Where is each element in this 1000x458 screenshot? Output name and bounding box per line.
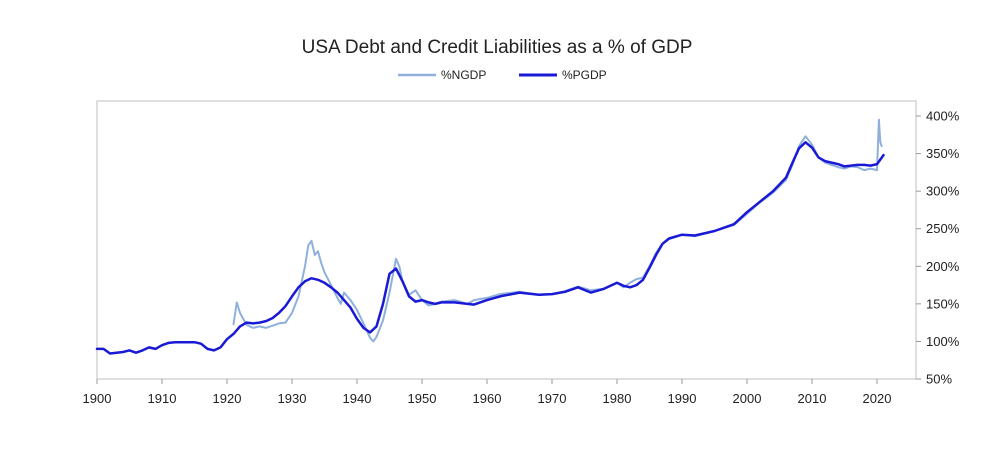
legend-item-pgdp: %PGDP [519,68,607,82]
x-tick-label: 1900 [83,391,112,406]
y-tick-label: 350% [926,146,960,161]
x-tick-label: 1940 [343,391,372,406]
y-tick-label: 100% [926,334,960,349]
x-tick-label: 1970 [538,391,567,406]
y-tick-label: 250% [926,221,960,236]
x-tick-label: 1920 [213,391,242,406]
x-tick-label: 1930 [278,391,307,406]
x-tick-label: 1950 [408,391,437,406]
plot-area [96,100,917,380]
legend-label-pgdp: %PGDP [562,68,607,82]
y-tick-label: 50% [926,372,952,387]
y-tick-label: 200% [926,259,960,274]
series-layer [95,118,885,355]
legend: %NGDP %PGDP [398,68,607,82]
x-tick-label: 1960 [473,391,502,406]
y-tick-label: 150% [926,296,960,311]
chart-title: USA Debt and Credit Liabilities as a % o… [302,37,693,58]
x-tick-label: 2010 [798,391,827,406]
y-axis: 50% 100% 150% 200% 250% 300% 350% 400% [916,109,960,387]
series-line-pgdp [95,141,885,355]
y-tick-label: 300% [926,184,960,199]
x-tick-label: 2000 [733,391,762,406]
x-axis: 1900 1910 1920 1930 1940 1950 1960 1970 1980 1990… [83,379,892,406]
x-tick-label: 1990 [668,391,697,406]
x-tick-label: 1910 [148,391,177,406]
legend-item-ngdp: %NGDP [398,68,486,82]
legend-label-ngdp: %NGDP [441,68,486,82]
y-tick-label: 400% [926,109,960,124]
x-tick-label: 1980 [603,391,632,406]
x-tick-label: 2020 [863,391,892,406]
series-line-ngdp [232,118,883,343]
